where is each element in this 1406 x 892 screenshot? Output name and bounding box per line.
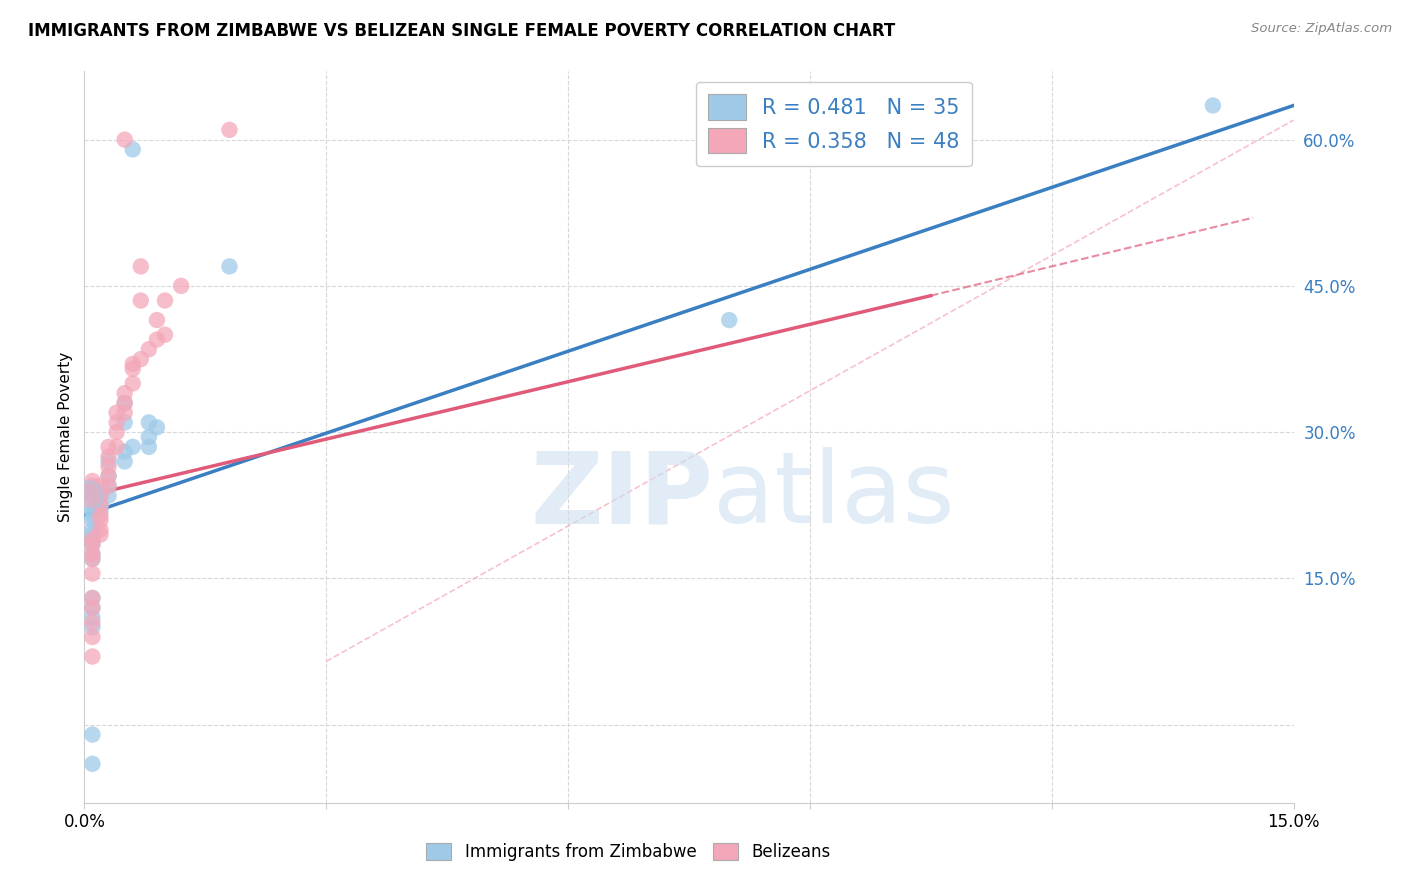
Point <box>153 293 176 308</box>
Point <box>89 489 111 503</box>
Point <box>718 313 741 327</box>
Point <box>82 493 104 508</box>
Point <box>97 479 120 493</box>
Point <box>82 630 104 644</box>
Point <box>121 357 143 371</box>
Point <box>114 406 136 420</box>
Point <box>97 440 120 454</box>
Point <box>114 454 136 468</box>
Point <box>82 615 104 630</box>
Text: IMMIGRANTS FROM ZIMBABWE VS BELIZEAN SINGLE FEMALE POVERTY CORRELATION CHART: IMMIGRANTS FROM ZIMBABWE VS BELIZEAN SIN… <box>28 22 896 40</box>
Point <box>97 454 120 468</box>
Point <box>82 527 104 541</box>
Point <box>114 396 136 410</box>
Text: Source: ZipAtlas.com: Source: ZipAtlas.com <box>1251 22 1392 36</box>
Point <box>82 479 104 493</box>
Point <box>82 483 104 498</box>
Point <box>89 503 111 517</box>
Point <box>146 313 169 327</box>
Point <box>82 533 104 547</box>
Point <box>114 396 136 410</box>
Point <box>138 416 160 430</box>
Point <box>97 469 120 483</box>
Point <box>170 279 193 293</box>
Point <box>82 523 104 537</box>
Point <box>82 552 104 566</box>
Point <box>121 142 143 156</box>
Point <box>105 406 128 420</box>
Point <box>82 591 104 605</box>
Point <box>121 376 143 391</box>
Point <box>77 489 100 503</box>
Point <box>97 450 120 464</box>
Point <box>129 260 152 274</box>
Point <box>82 533 104 547</box>
Point <box>129 352 152 367</box>
Point <box>82 649 104 664</box>
Point <box>105 416 128 430</box>
Point <box>82 547 104 561</box>
Point <box>97 479 120 493</box>
Point <box>82 756 104 771</box>
Point <box>146 420 169 434</box>
Point <box>114 386 136 401</box>
Point <box>218 123 240 137</box>
Point <box>82 600 104 615</box>
Point <box>97 469 120 483</box>
Point <box>82 620 104 634</box>
Point <box>82 727 104 741</box>
Point <box>77 489 100 503</box>
Point <box>82 600 104 615</box>
Point <box>97 459 120 474</box>
Point <box>105 425 128 440</box>
Point <box>153 327 176 342</box>
Point <box>138 440 160 454</box>
Point <box>82 489 104 503</box>
Point <box>129 293 152 308</box>
Point <box>82 537 104 551</box>
Point <box>82 537 104 551</box>
Point <box>89 499 111 513</box>
Point <box>121 440 143 454</box>
Point <box>82 503 104 517</box>
Point <box>121 361 143 376</box>
Point <box>97 489 120 503</box>
Point <box>1202 98 1225 112</box>
Point <box>82 474 104 488</box>
Point <box>82 552 104 566</box>
Point <box>138 343 160 357</box>
Y-axis label: Single Female Poverty: Single Female Poverty <box>58 352 73 522</box>
Point <box>89 499 111 513</box>
Point <box>89 527 111 541</box>
Point <box>105 440 128 454</box>
Point <box>89 513 111 527</box>
Text: atlas: atlas <box>713 447 955 544</box>
Point <box>89 523 111 537</box>
Text: ZIP: ZIP <box>530 447 713 544</box>
Point <box>114 444 136 458</box>
Point <box>89 479 111 493</box>
Point <box>82 513 104 527</box>
Point <box>89 489 111 503</box>
Point <box>114 133 136 147</box>
Point <box>82 566 104 581</box>
Point <box>218 260 240 274</box>
Point <box>114 416 136 430</box>
Point <box>82 508 104 522</box>
Point <box>82 610 104 624</box>
Point <box>89 508 111 522</box>
Point <box>146 333 169 347</box>
Legend: Immigrants from Zimbabwe, Belizeans: Immigrants from Zimbabwe, Belizeans <box>419 836 838 868</box>
Point <box>82 591 104 605</box>
Point <box>138 430 160 444</box>
Point <box>82 547 104 561</box>
